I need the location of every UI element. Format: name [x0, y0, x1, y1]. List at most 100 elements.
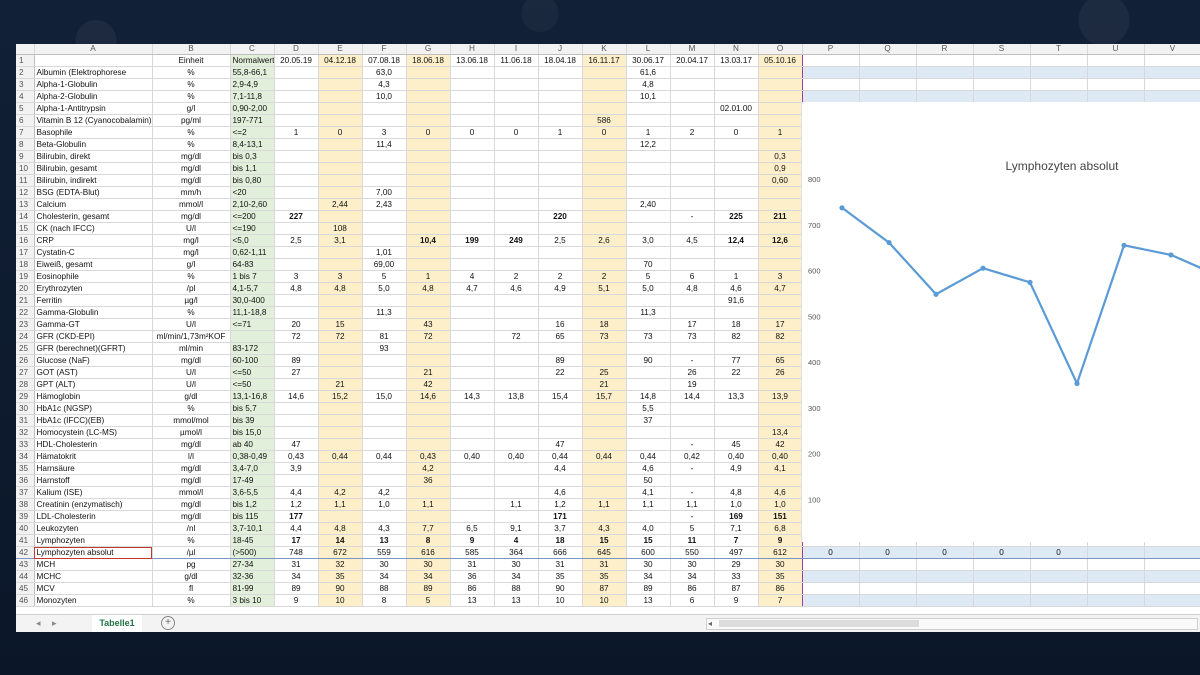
data-cell[interactable] [494, 186, 539, 199]
row-number[interactable]: 35 [16, 462, 35, 475]
data-cell[interactable] [406, 510, 451, 523]
data-cell[interactable] [582, 258, 627, 271]
data-cell[interactable]: 17 [670, 318, 715, 331]
data-cell[interactable] [318, 114, 363, 127]
data-cell[interactable] [714, 426, 759, 439]
data-cell[interactable]: 72 [274, 330, 319, 343]
data-cell[interactable] [362, 474, 407, 487]
column-header-corner[interactable] [16, 44, 35, 55]
data-cell[interactable]: 4,8 [318, 522, 363, 535]
data-cell[interactable] [802, 558, 860, 571]
data-cell[interactable]: /pl [152, 282, 231, 295]
data-cell[interactable] [274, 186, 319, 199]
data-cell[interactable] [406, 138, 451, 151]
data-cell[interactable]: 13 [362, 534, 407, 547]
data-cell[interactable]: 19 [670, 378, 715, 391]
data-cell[interactable] [582, 66, 627, 79]
data-cell[interactable]: 18 [582, 318, 627, 331]
data-cell[interactable]: 0 [450, 126, 495, 139]
data-cell[interactable] [916, 66, 974, 79]
data-cell[interactable]: 15 [318, 318, 363, 331]
data-cell[interactable]: 27 [274, 366, 319, 379]
data-cell[interactable]: 36 [450, 570, 495, 583]
data-cell[interactable] [362, 510, 407, 523]
data-cell[interactable]: 1,1 [318, 498, 363, 511]
data-cell[interactable] [318, 438, 363, 451]
data-cell[interactable]: <=2 [229, 126, 275, 139]
data-cell[interactable]: - [670, 462, 715, 475]
row-label-cell[interactable]: Gamma-GT [34, 318, 153, 331]
data-cell[interactable] [1144, 582, 1200, 595]
data-cell[interactable]: 0 [406, 126, 451, 139]
data-cell[interactable] [538, 90, 583, 103]
data-cell[interactable]: 9 [274, 594, 319, 607]
spreadsheet[interactable]: A B C D E F G H I J K L M N O P Q R S T U V 1 Einheit Normalwert… [16, 44, 1200, 632]
data-cell[interactable]: 1,01 [362, 246, 407, 259]
data-cell[interactable]: 1,1 [670, 498, 715, 511]
data-cell[interactable] [406, 354, 451, 367]
header-cell[interactable] [1030, 54, 1088, 67]
data-cell[interactable]: 1 [626, 126, 671, 139]
data-cell[interactable] [670, 114, 715, 127]
data-cell[interactable] [538, 138, 583, 151]
data-cell[interactable] [758, 414, 803, 427]
data-cell[interactable] [582, 402, 627, 415]
data-cell[interactable]: 8 [406, 534, 451, 547]
data-cell[interactable] [758, 258, 803, 271]
data-cell[interactable]: 34 [362, 570, 407, 583]
row-label-cell[interactable]: Alpha-1-Globulin [34, 78, 153, 91]
data-cell[interactable] [494, 354, 539, 367]
column-header-E[interactable]: E [318, 44, 363, 55]
data-cell[interactable] [406, 426, 451, 439]
data-cell[interactable]: 14,6 [406, 390, 451, 403]
data-cell[interactable]: mg/l [152, 246, 231, 259]
data-cell[interactable]: 15,0 [362, 390, 407, 403]
data-cell[interactable]: <=50 [229, 378, 275, 391]
data-cell[interactable]: 21 [406, 366, 451, 379]
data-cell[interactable] [582, 198, 627, 211]
header-cell[interactable] [973, 54, 1031, 67]
data-cell[interactable]: 2 [538, 270, 583, 283]
data-cell[interactable] [274, 90, 319, 103]
data-cell[interactable] [450, 438, 495, 451]
data-cell[interactable]: 82 [714, 330, 759, 343]
data-cell[interactable]: 4,1-5,7 [229, 282, 275, 295]
data-cell[interactable] [538, 186, 583, 199]
data-cell[interactable] [450, 246, 495, 259]
data-cell[interactable]: 6,8 [758, 522, 803, 535]
data-cell[interactable]: <=50 [229, 366, 275, 379]
data-cell[interactable]: 6 [670, 270, 715, 283]
data-cell[interactable]: <5,0 [229, 234, 275, 247]
data-cell[interactable] [1087, 582, 1145, 595]
data-cell[interactable]: 6,5 [450, 522, 495, 535]
data-cell[interactable]: 2,10-2,60 [229, 198, 275, 211]
data-cell[interactable]: 3,1 [318, 234, 363, 247]
row-label-cell[interactable]: BSG (EDTA-Blut) [34, 186, 153, 199]
data-cell[interactable] [406, 258, 451, 271]
data-cell[interactable] [494, 294, 539, 307]
data-cell[interactable] [714, 174, 759, 187]
data-cell[interactable] [1144, 78, 1200, 91]
data-cell[interactable] [274, 402, 319, 415]
row-label-cell[interactable]: Lymphozyten absolut [34, 546, 153, 559]
data-cell[interactable] [318, 294, 363, 307]
data-cell[interactable]: 1 bis 7 [229, 270, 275, 283]
data-cell[interactable]: 2 [670, 126, 715, 139]
data-cell[interactable] [714, 306, 759, 319]
data-cell[interactable]: 4,0 [626, 522, 671, 535]
data-cell[interactable]: mg/dl [152, 498, 231, 511]
row-label-cell[interactable]: Alpha-1-Antitrypsin [34, 102, 153, 115]
data-cell[interactable] [859, 78, 917, 91]
data-cell[interactable]: 197-771 [229, 114, 275, 127]
data-cell[interactable] [916, 78, 974, 91]
row-number[interactable]: 6 [16, 114, 35, 127]
data-cell[interactable]: 30 [670, 558, 715, 571]
data-cell[interactable] [494, 102, 539, 115]
data-cell[interactable] [450, 474, 495, 487]
data-cell[interactable] [1144, 90, 1200, 103]
data-cell[interactable]: 5,0 [626, 282, 671, 295]
data-cell[interactable] [670, 186, 715, 199]
row-number[interactable]: 5 [16, 102, 35, 115]
row-number[interactable]: 42 [16, 546, 35, 559]
row-number[interactable]: 45 [16, 582, 35, 595]
